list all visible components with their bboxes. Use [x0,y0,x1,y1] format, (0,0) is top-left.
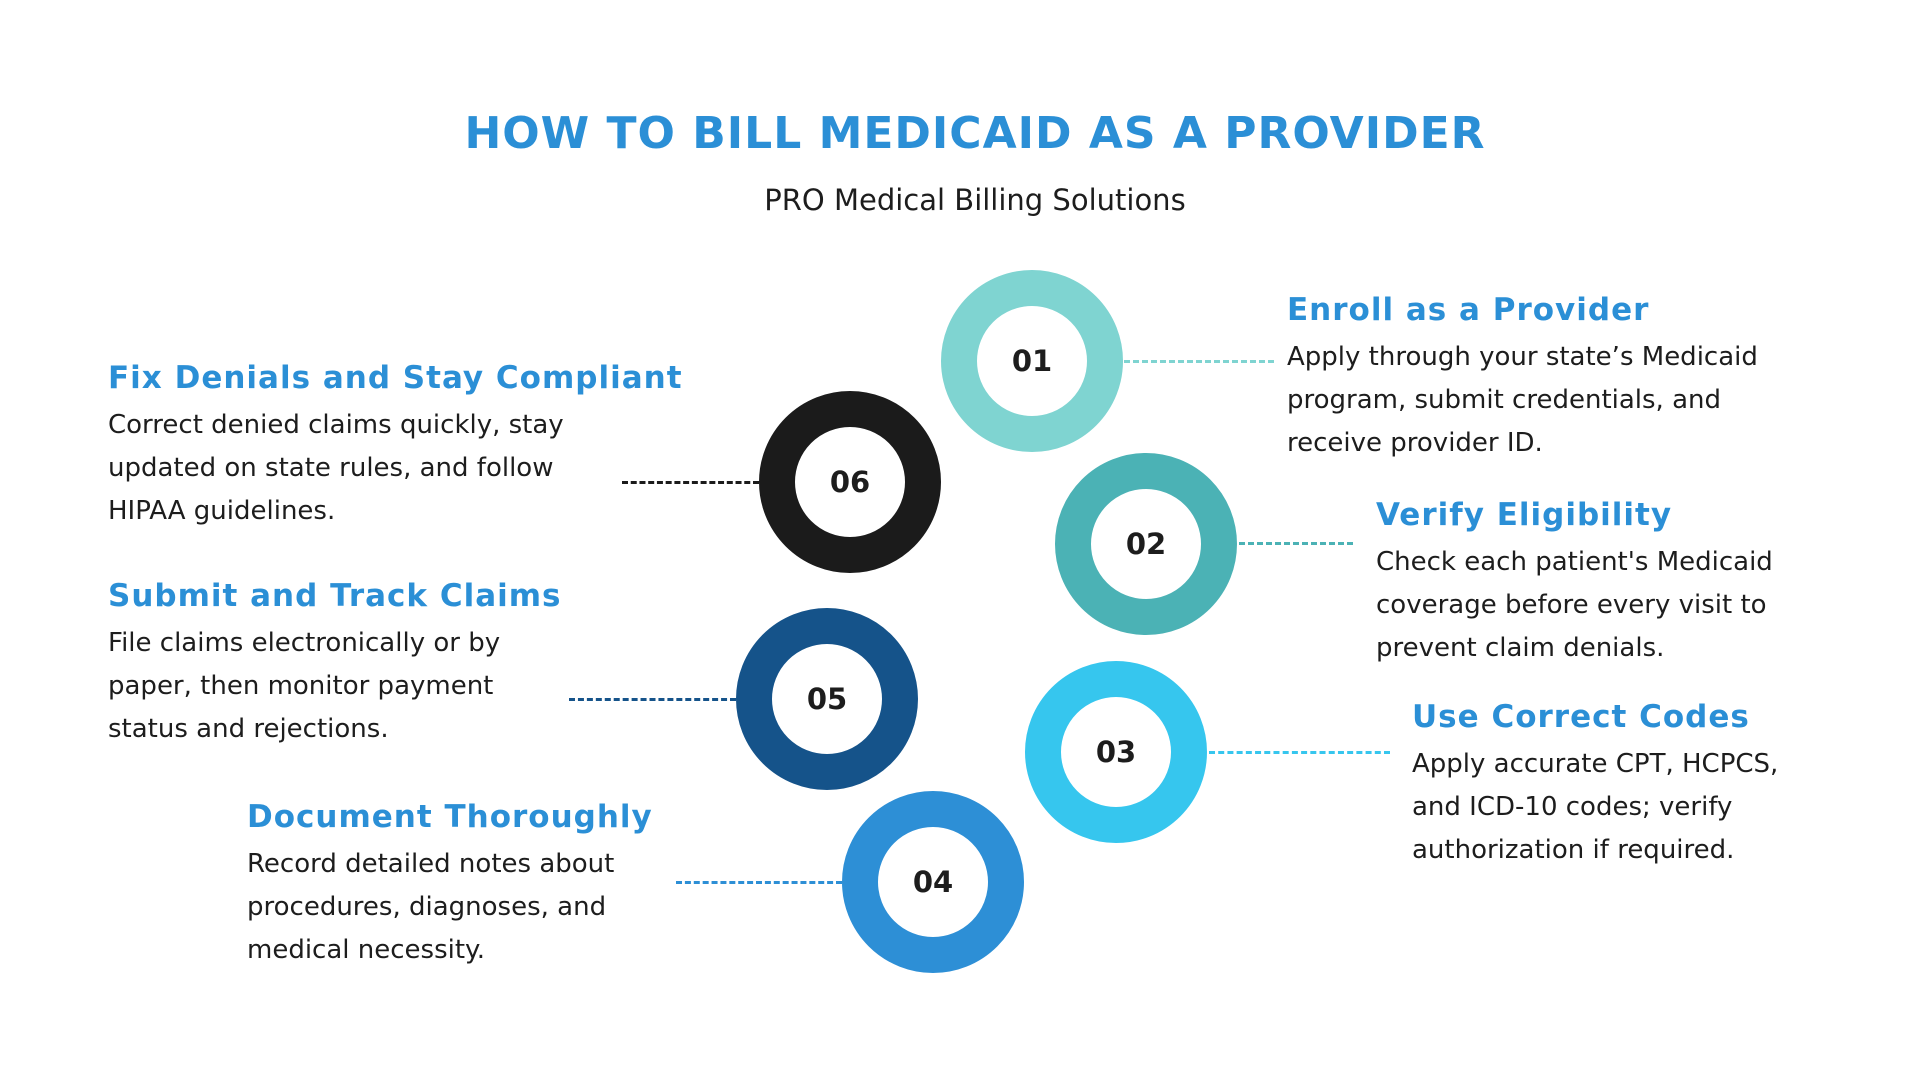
connector-02 [1239,542,1353,545]
step-ring-01: 01 [941,270,1123,452]
connector-01 [1124,360,1274,363]
step-number: 04 [912,865,954,899]
step-line: medical necessity. [247,935,485,965]
step-line: Correct denied claims quickly, stay [108,410,564,440]
step-line: File claims electronically or by [108,628,501,658]
step-line: paper, then monitor payment [108,671,494,701]
step-line: receive provider ID. [1287,428,1543,458]
step-line: coverage before every visit to [1376,590,1767,620]
step-line: Apply accurate CPT, HCPCS, [1412,749,1779,779]
step-number: 02 [1125,527,1167,561]
step-number: 06 [829,465,871,499]
step-number: 03 [1095,735,1137,769]
step-number: 05 [806,682,848,716]
step-heading: Document Thoroughly [247,799,653,835]
step-heading: Fix Denials and Stay Compliant [108,360,683,396]
page-title: HOW TO BILL MEDICAID AS A PROVIDER [464,108,1486,159]
step-line: prevent claim denials. [1376,633,1665,663]
step-ring-05: 05 [736,608,918,790]
step-heading: Enroll as a Provider [1287,292,1650,328]
step-line: program, submit credentials, and [1287,385,1722,415]
step-02-text: Verify Eligibility Check each patient's … [1376,497,1773,670]
page-subtitle: PRO Medical Billing Solutions [764,183,1186,217]
step-heading: Use Correct Codes [1412,699,1750,735]
step-05-text: Submit and Track Claims File claims elec… [108,578,562,751]
step-ring-06: 06 [759,391,941,573]
connector-05 [569,698,736,701]
connector-03 [1209,751,1390,754]
step-ring-03: 03 [1025,661,1207,843]
step-line: Apply through your state’s Medicaid [1287,342,1758,372]
step-line: Record detailed notes about [247,849,615,879]
step-number: 01 [1011,344,1053,378]
step-heading: Verify Eligibility [1376,497,1673,533]
connector-04 [676,881,842,884]
step-line: Check each patient's Medicaid [1376,547,1773,577]
step-line: HIPAA guidelines. [108,496,336,526]
step-01-text: Enroll as a Provider Apply through your … [1287,292,1758,465]
connector-06 [622,481,759,484]
step-ring-02: 02 [1055,453,1237,635]
step-ring-04: 04 [842,791,1024,973]
step-line: status and rejections. [108,714,389,744]
step-line: and ICD-10 codes; verify [1412,792,1733,822]
step-line: updated on state rules, and follow [108,453,554,483]
step-line: authorization if required. [1412,835,1735,865]
step-06-text: Fix Denials and Stay Compliant Correct d… [108,360,683,533]
step-04-text: Document Thoroughly Record detailed note… [247,799,653,972]
step-line: procedures, diagnoses, and [247,892,607,922]
step-03-text: Use Correct Codes Apply accurate CPT, HC… [1412,699,1778,872]
step-heading: Submit and Track Claims [108,578,562,614]
